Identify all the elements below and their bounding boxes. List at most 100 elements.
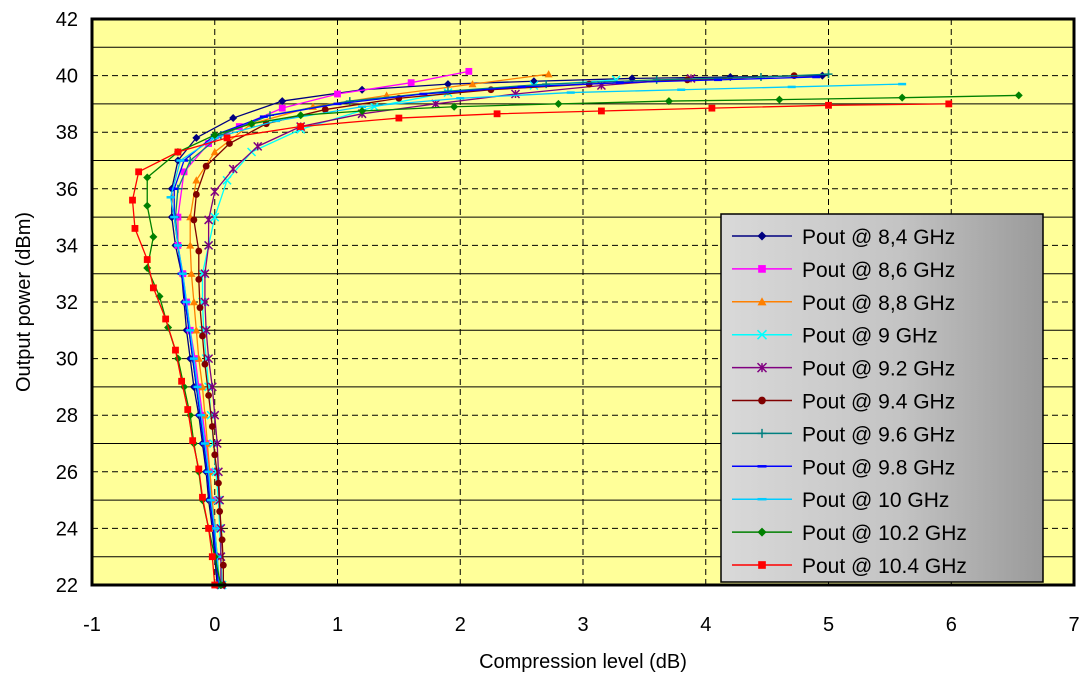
data-point [211,451,219,459]
legend-item: Pout @ 9.2 GHz [732,358,955,381]
data-point [210,212,220,222]
data-point [554,99,563,108]
y-tick-label: 34 [56,235,78,257]
legend-item: Pout @ 10.2 GHz [732,522,967,545]
legend-item: Pout @ 9.8 GHz [732,456,955,479]
data-point [652,75,661,84]
data-point [708,104,716,112]
data-point [135,168,143,176]
data-point [149,232,158,241]
y-tick-label: 42 [56,9,78,31]
legend-label: Pout @ 10.2 GHz [802,522,967,545]
data-point [358,106,367,115]
series-line [193,74,795,585]
data-point [210,131,219,140]
data-point [149,284,157,292]
x-tick-label: 6 [946,614,957,636]
data-point [229,114,238,123]
data-point [190,216,198,224]
y-tick-label: 22 [56,575,78,597]
legend-item: Pout @ 10 GHz [732,489,949,512]
data-point [143,173,152,182]
data-point [775,95,784,104]
data-point [757,297,767,306]
legend-label: Pout @ 9.6 GHz [802,423,955,446]
legend-item: Pout @ 9.4 GHz [732,391,955,414]
y-axis-title: Output power (dBm) [13,212,35,392]
legend-item: Pout @ 8,8 GHz [732,292,955,315]
data-point [219,561,227,569]
data-point [278,97,287,106]
legend-label: Pout @ 9 GHz [802,325,938,348]
data-point [131,225,139,232]
plot-area-border [90,17,1076,587]
data-point [192,326,201,334]
x-tick-label: 0 [209,614,220,636]
data-point [204,240,214,250]
legend-item: Pout @ 8,4 GHz [732,226,955,249]
legend-item: Pout @ 9.6 GHz [732,423,955,446]
y-tick-label: 24 [56,518,78,540]
data-point [172,346,179,354]
data-point [223,134,231,142]
legend-item: Pout @ 10.4 GHz [732,555,967,578]
data-point [208,553,216,561]
data-point [162,315,170,323]
data-point [215,479,222,487]
y-tick-label: 28 [56,405,78,427]
data-point [204,382,214,392]
data-point [756,73,765,82]
series-layer [129,67,1023,590]
legend-label: Pout @ 9.2 GHz [802,358,955,381]
x-tick-label: 4 [700,614,711,636]
data-point [1014,91,1023,100]
data-point [296,111,305,120]
data-point [192,133,201,142]
data-point [189,437,197,445]
y-tick-labels: 22 24 26 28 30 32 34 36 38 40 42 [56,9,78,597]
data-point [180,168,188,176]
data-point [756,329,768,340]
x-axis-title: Compression level (dB) [479,651,687,673]
data-point [493,110,501,118]
data-point [334,90,341,98]
data-point [945,100,953,108]
data-point [204,215,214,225]
y-tick-label: 38 [56,122,78,144]
data-point [345,97,354,106]
data-point [201,360,209,368]
legend-item: Pout @ 9 GHz [732,325,938,348]
x-tick-label: 3 [577,614,588,636]
data-point [443,87,452,96]
data-point [184,406,192,413]
legend-label: Pout @ 8,8 GHz [802,292,955,315]
data-point [216,508,224,515]
data-point [199,493,206,501]
legend-label: Pout @ 8,4 GHz [802,226,955,249]
x-tick-labels: -1 0 1 2 3 4 5 6 7 [83,614,1079,636]
data-point [213,495,223,505]
x-tick-label: 7 [1068,614,1079,636]
data-point [195,465,203,473]
data-point [756,362,768,373]
legend: Pout @ 8,4 GHz Pout @ 8,6 GHz Pout @ 8,8 G… [720,213,1044,583]
data-point [542,80,551,89]
legend-label: Pout @ 8,6 GHz [802,259,955,282]
data-point [199,332,206,340]
data-point [510,89,521,99]
data-point [395,114,403,122]
data-point [824,70,833,79]
data-point [192,176,201,184]
x-tick-label: 5 [823,614,834,636]
data-point [758,396,766,405]
data-point [321,106,329,113]
data-point [178,377,186,385]
data-point [187,269,196,277]
y-tick-label: 36 [56,179,78,201]
data-point [205,525,213,532]
data-point [757,231,767,241]
data-point [758,561,766,569]
y-tick-label: 32 [56,292,78,314]
data-point [194,354,203,362]
